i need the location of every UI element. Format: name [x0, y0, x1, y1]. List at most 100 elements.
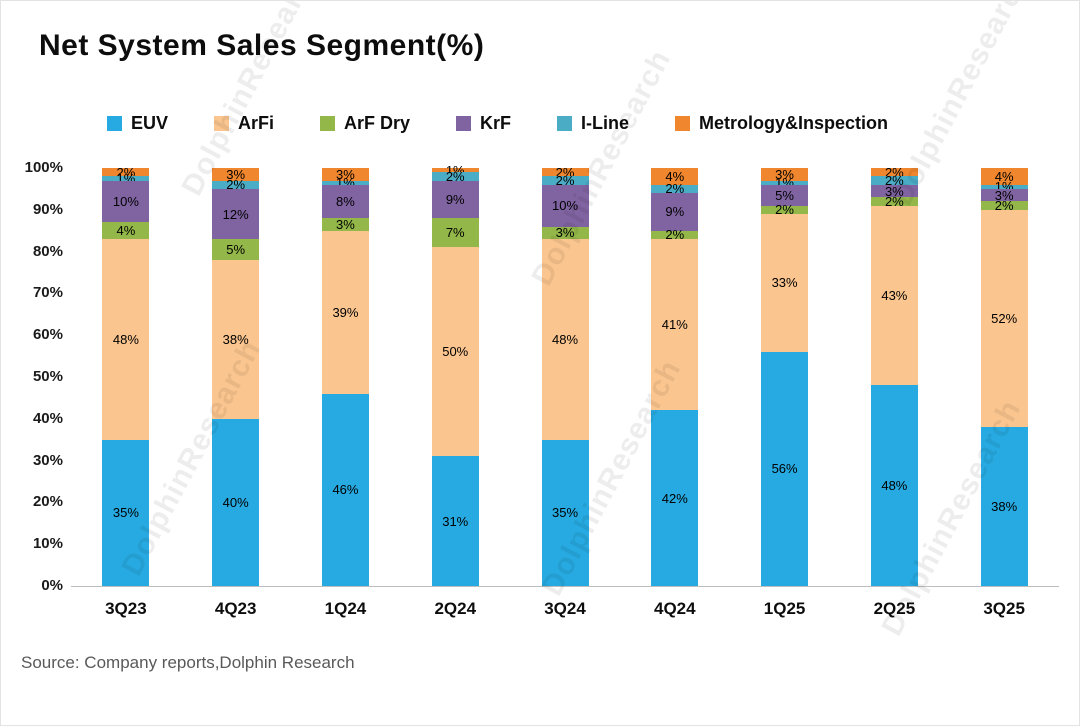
bar-slot: 42% 41% 2% 9% 2% 4%: [620, 168, 730, 586]
segment-arfi: 39%: [321, 230, 369, 394]
segment-euv: 42%: [651, 410, 699, 586]
segment-value-label: 2%: [555, 164, 575, 180]
segment-euv: 31%: [431, 456, 479, 586]
segment-metrology-inspection: 3%: [761, 168, 809, 181]
stacked-bar-2q25: 48% 43% 2% 3% 2% 2%: [870, 164, 918, 586]
segment-arfi: 48%: [102, 239, 150, 440]
segment-value-label: 2%: [665, 227, 685, 243]
segment-value-label: 39%: [332, 304, 359, 320]
segment-krf: 9%: [651, 193, 699, 231]
segment-metrology-inspection: 3%: [321, 166, 369, 182]
stacked-bar-4q24: 42% 41% 2% 9% 2% 4%: [651, 168, 699, 586]
chart-title: Net System Sales Segment(%): [39, 29, 485, 62]
legend-label: Metrology&Inspection: [699, 113, 889, 133]
segment-arf-dry: 5%: [212, 239, 260, 260]
y-axis-label: 70%: [32, 284, 63, 302]
y-axis-label: 0%: [41, 577, 63, 594]
segment-value-label: 4%: [665, 168, 685, 184]
legend-label: KrF: [480, 113, 512, 133]
x-axis-label: 4Q23: [214, 599, 257, 618]
legend-item-euv: EUV: [107, 113, 168, 134]
segment-i-line: 2%: [431, 170, 479, 183]
segment-value-label: 2%: [884, 164, 904, 180]
y-axis-label: 20%: [32, 493, 63, 511]
segment-value-label: 12%: [222, 206, 249, 222]
segment-value-label: 40%: [222, 494, 249, 510]
segment-value-label: 42%: [661, 490, 688, 506]
segment-i-line: 2%: [212, 178, 260, 191]
segment-value-label: 35%: [552, 505, 579, 521]
segment-value-label: 2%: [775, 202, 794, 218]
segment-value-label: 3%: [884, 183, 904, 199]
segment-metrology-inspection: 4%: [651, 168, 699, 185]
segment-arf-dry: 7%: [431, 218, 479, 248]
y-axis-label: 40%: [32, 409, 63, 427]
segment-value-label: 8%: [336, 193, 355, 209]
x-axis-label: 3Q23: [105, 599, 147, 618]
segment-arfi: 48%: [541, 239, 589, 440]
segment-value-label: 10%: [112, 193, 139, 209]
segment-metrology-inspection: 2%: [102, 166, 150, 179]
segment-value-label: 31%: [442, 513, 469, 529]
segment-value-label: 38%: [222, 331, 249, 347]
segment-krf: 3%: [870, 183, 918, 199]
segment-value-label: 3%: [336, 166, 355, 182]
bar-slot: 56% 33% 2% 5% 1% 3%: [730, 168, 840, 586]
segment-euv: 35%: [102, 439, 150, 586]
segment-euv: 56%: [761, 351, 809, 586]
y-axis-label: 30%: [32, 451, 63, 469]
stacked-bar-3q23: 35% 48% 4% 10% 1% 2%: [102, 166, 150, 586]
segment-value-label: 3%: [994, 187, 1014, 203]
segment-value-label: 50%: [442, 344, 469, 360]
segment-arf-dry: 4%: [102, 222, 150, 240]
legend-swatch-arfi: [214, 116, 230, 131]
segment-value-label: 38%: [991, 499, 1018, 515]
bar-slot: 48% 43% 2% 3% 2% 2%: [839, 164, 949, 586]
legend-label: ArF Dry: [344, 113, 411, 133]
stacked-bar-1q24: 46% 39% 3% 8% 1% 3%: [321, 166, 369, 586]
segment-value-label: 52%: [991, 310, 1018, 326]
legend-swatch-metrology-inspection: [675, 116, 691, 131]
legend-item-metrology-inspection: Metrology&Inspection: [675, 113, 888, 134]
segment-arf-dry: 2%: [651, 227, 699, 243]
x-axis-label: 3Q25: [983, 599, 1025, 618]
segment-metrology-inspection: 2%: [870, 164, 918, 180]
segment-value-label: 9%: [665, 204, 685, 220]
segment-krf: 8%: [321, 184, 369, 219]
segment-euv: 46%: [321, 393, 369, 586]
bar-slot: 38% 52% 2% 3% 1% 4%: [949, 168, 1059, 586]
legend-swatch-arf-dry: [320, 116, 336, 131]
x-axis-label: 1Q25: [763, 599, 806, 618]
segment-arfi: 41%: [651, 239, 699, 411]
segment-value-label: 46%: [332, 482, 359, 498]
legend-label: ArFi: [238, 113, 275, 133]
x-axis-label: 2Q25: [873, 599, 916, 618]
stacked-bar-1q25: 56% 33% 2% 5% 1% 3%: [761, 168, 809, 586]
bar-slot: 35% 48% 3% 10% 2% 2%: [510, 164, 620, 586]
segment-value-label: 3%: [336, 216, 355, 232]
bar-slot: 46% 39% 3% 8% 1% 3%: [291, 168, 401, 586]
segment-value-label: 10%: [552, 198, 579, 214]
legend-label: EUV: [131, 113, 169, 133]
x-axis-label: 2Q24: [434, 599, 477, 618]
bar-slot: 35% 48% 4% 10% 1% 2%: [71, 166, 181, 586]
segment-value-label: 41%: [661, 317, 688, 333]
segment-euv: 38%: [980, 427, 1028, 586]
x-axis: 3Q23 4Q23 1Q24 2Q24 3Q24 4Q24 1Q25 2Q25 3Q25: [71, 599, 1059, 619]
y-axis-label: 10%: [32, 535, 63, 553]
bar-slot: 31% 50% 7% 9% 2% 1%: [400, 164, 510, 586]
stacked-bar-3q25: 38% 52% 2% 3% 1% 4%: [980, 168, 1028, 586]
segment-metrology-inspection: 3%: [212, 166, 260, 182]
segment-value-label: 48%: [112, 331, 139, 347]
segment-krf: 5%: [761, 184, 809, 206]
segment-krf: 12%: [212, 188, 260, 240]
segment-value-label: 2%: [665, 181, 685, 197]
segment-value-label: 2%: [884, 173, 904, 189]
segment-value-label: 3%: [226, 166, 246, 182]
legend-swatch-euv: [107, 116, 122, 131]
segment-krf: 3%: [980, 187, 1028, 203]
segment-arf-dry: 3%: [541, 226, 589, 239]
segment-arfi: 43%: [870, 205, 918, 386]
segment-value-label: 7%: [445, 225, 465, 241]
